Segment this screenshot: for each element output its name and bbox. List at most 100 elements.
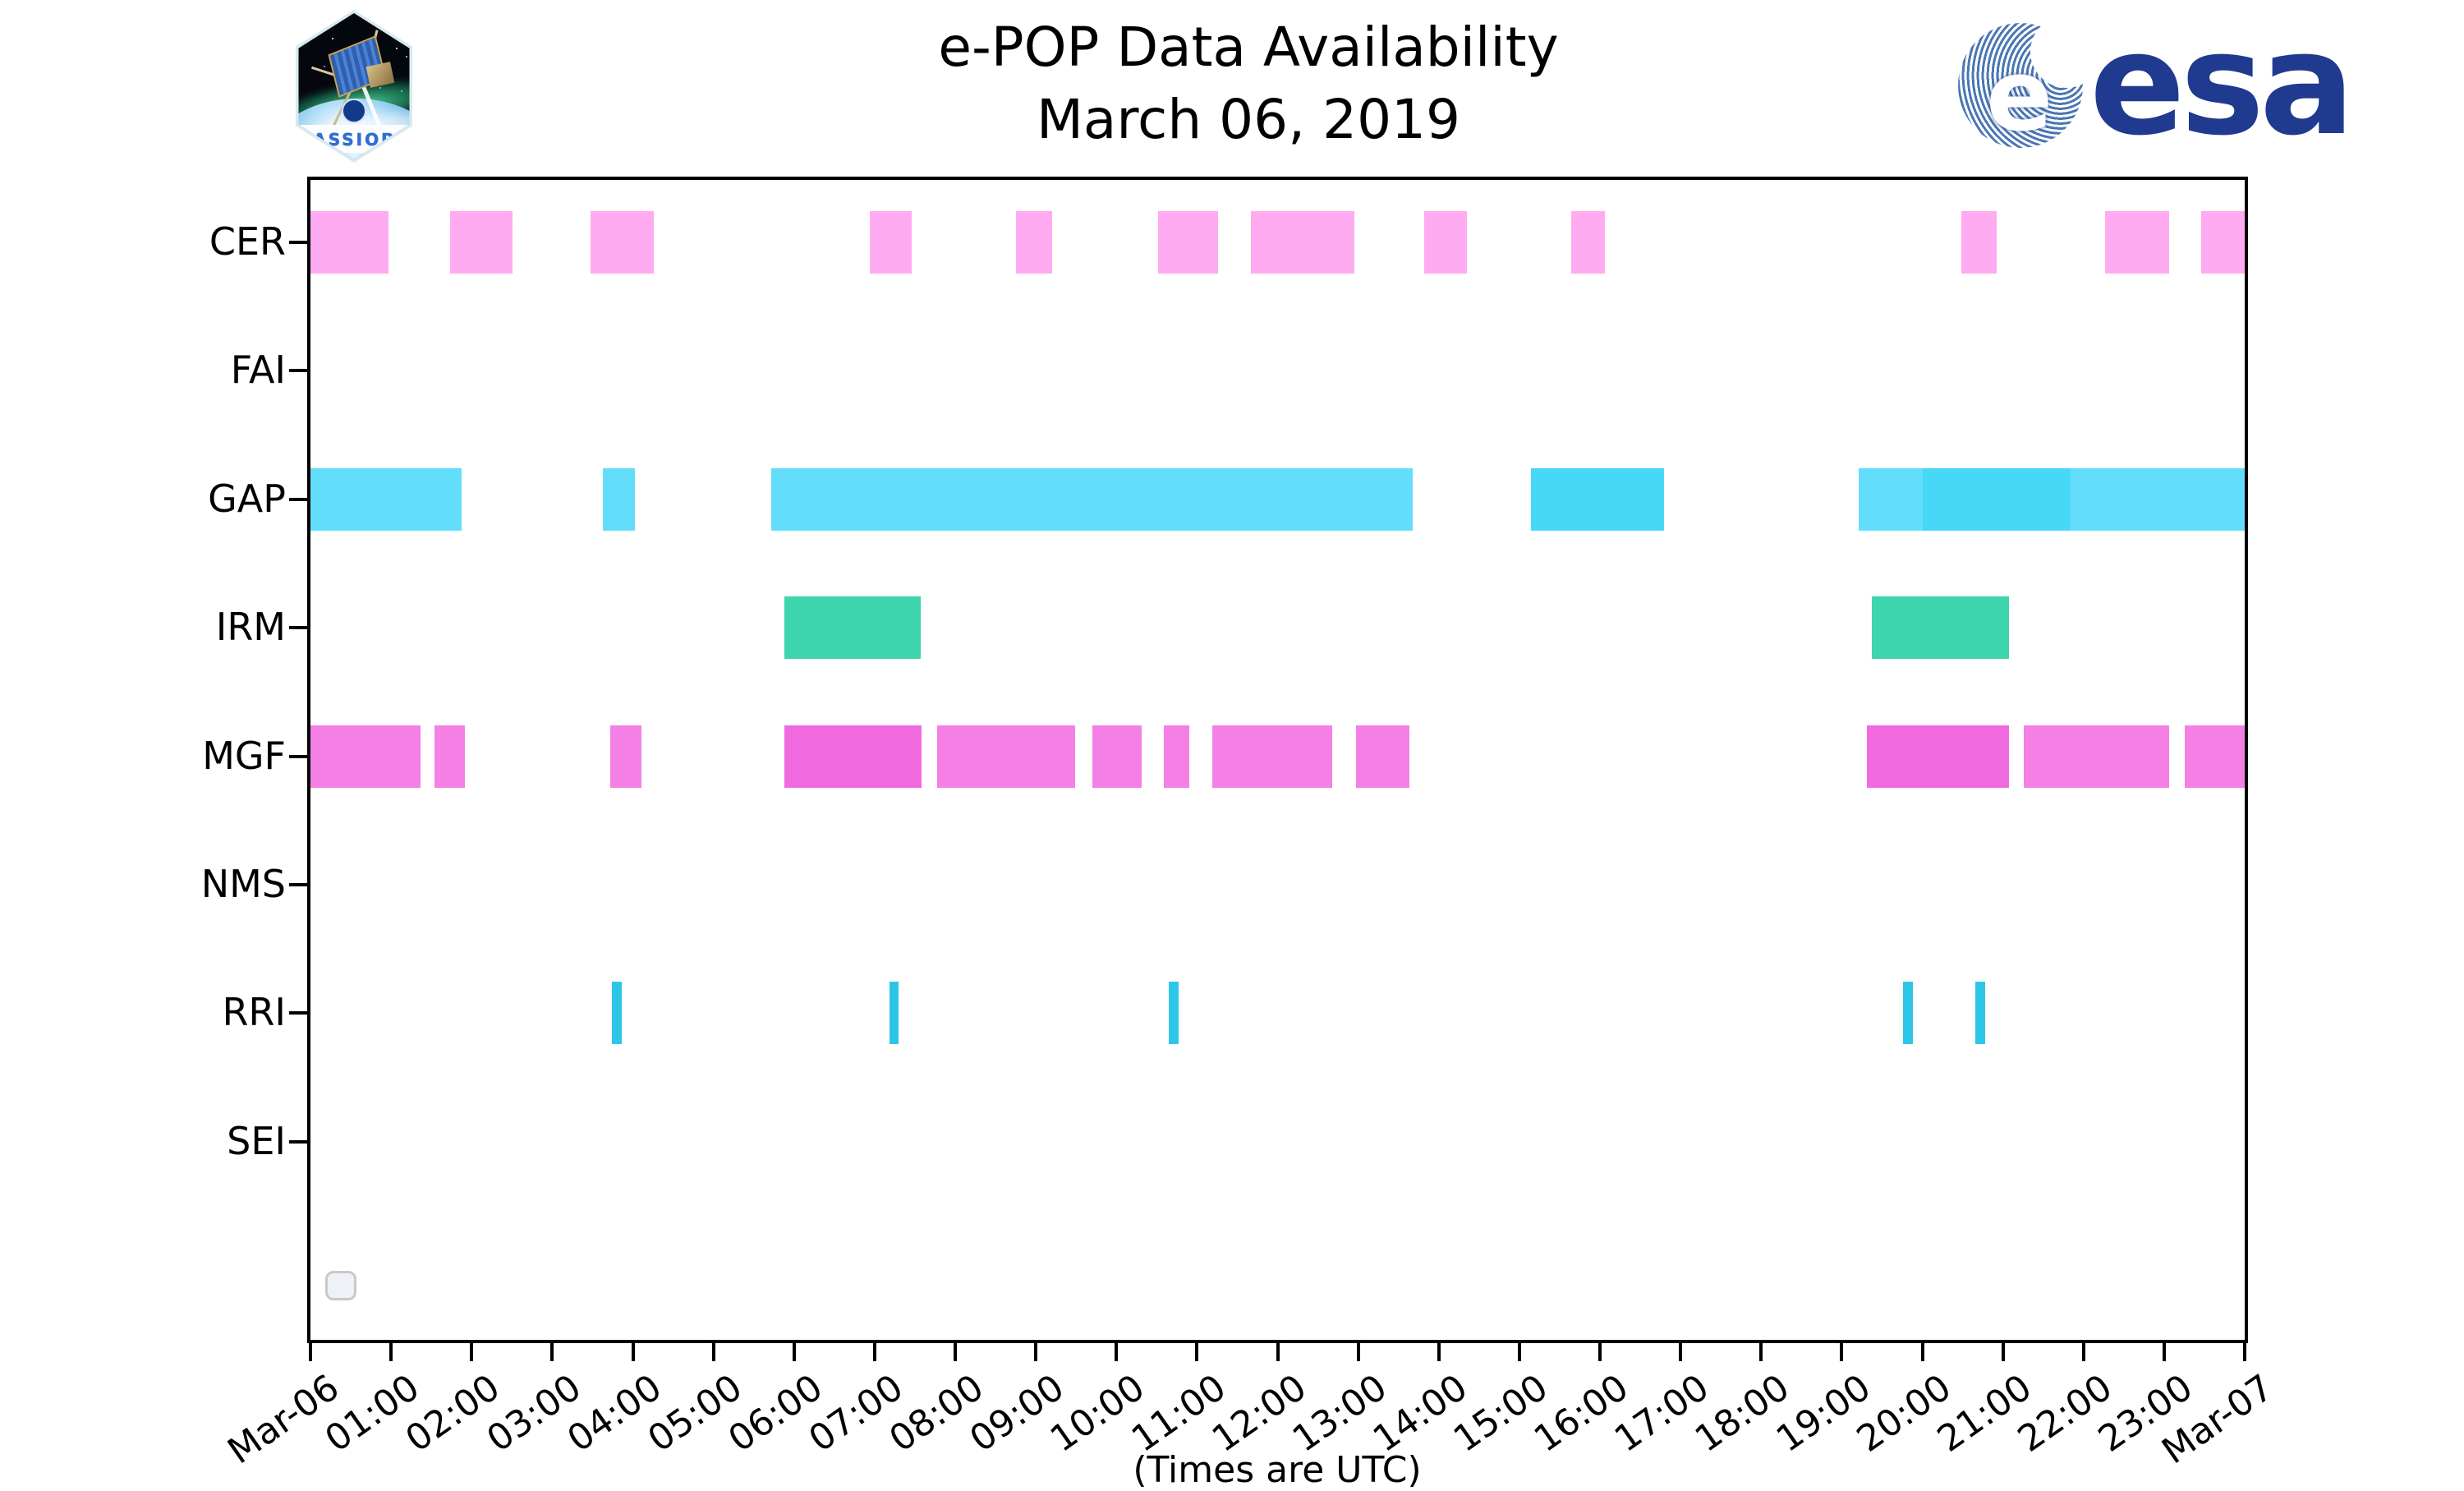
x-axis-tick — [1840, 1343, 1844, 1361]
availability-bar — [784, 596, 921, 660]
x-axis-tick — [1115, 1343, 1119, 1361]
x-tick-label: 01:00 — [318, 1366, 428, 1461]
x-axis-tick — [1437, 1343, 1441, 1361]
x-tick-label: 15:00 — [1446, 1366, 1556, 1461]
y-axis-label: RRI — [222, 990, 287, 1035]
page-title: e-POP Data Availability March 06, 2019 — [938, 12, 1558, 156]
availability-bar — [2024, 725, 2169, 788]
availability-bar — [1355, 725, 1410, 788]
esa-e-glyph: e — [1986, 39, 2053, 154]
x-axis-tick — [309, 1343, 312, 1361]
x-tick-label: 20:00 — [1849, 1366, 1959, 1461]
availability-bar — [1015, 211, 1052, 274]
mission-crest-icon — [342, 99, 366, 123]
availability-bar — [889, 982, 899, 1045]
x-axis-tick — [711, 1343, 715, 1361]
x-axis-tick — [2081, 1343, 2085, 1361]
x-tick-label: 03:00 — [479, 1366, 589, 1461]
x-tick-label: 19:00 — [1768, 1366, 1878, 1461]
availability-bar — [1158, 211, 1218, 274]
x-axis-tick — [389, 1343, 393, 1361]
availability-bar — [1866, 725, 2010, 788]
availability-bar — [611, 982, 622, 1045]
x-tick-label: 12:00 — [1204, 1366, 1314, 1461]
y-axis-tick — [289, 754, 307, 758]
availability-bar — [603, 467, 636, 531]
chart-date-subtitle: March 06, 2019 — [1036, 88, 1461, 151]
y-axis-tick — [289, 369, 307, 373]
x-axis-tick — [954, 1343, 957, 1361]
y-axis-tick — [289, 241, 307, 244]
y-axis-label: GAP — [208, 476, 286, 521]
availability-bar — [1858, 467, 1924, 531]
x-axis-tick — [550, 1343, 554, 1361]
x-axis-tick — [1195, 1343, 1199, 1361]
availability-bar — [1923, 467, 2071, 531]
esa-wordmark: esa — [2089, 2, 2355, 167]
x-tick-label: 04:00 — [559, 1366, 669, 1461]
y-axis-label: SEI — [227, 1118, 286, 1163]
x-tick-label: 18:00 — [1688, 1366, 1798, 1461]
availability-bar — [1902, 982, 1913, 1045]
x-tick-label: 09:00 — [963, 1366, 1073, 1461]
y-axis-tick — [289, 1011, 307, 1015]
cassiope-logo: CASSIOPE — [289, 10, 419, 163]
availability-bar — [1251, 211, 1354, 274]
availability-bar — [2071, 467, 2245, 531]
x-axis-tick — [1598, 1343, 1602, 1361]
availability-bar — [771, 467, 1414, 531]
x-axis-tick — [2001, 1343, 2005, 1361]
availability-bar — [1570, 211, 1605, 274]
x-axis-tick — [470, 1343, 474, 1361]
availability-bar — [2185, 725, 2245, 788]
x-axis-tick — [1759, 1343, 1763, 1361]
legend-box — [325, 1271, 356, 1300]
availability-bar — [310, 467, 462, 531]
x-axis-tick — [2243, 1343, 2246, 1361]
y-axis-tick — [289, 626, 307, 630]
y-axis-label: FAI — [230, 347, 286, 393]
x-tick-label: 13:00 — [1285, 1366, 1395, 1461]
availability-bar — [1092, 725, 1142, 788]
x-axis-tick — [1920, 1343, 1924, 1361]
availability-bar — [610, 725, 642, 788]
y-axis-label: NMS — [200, 862, 286, 906]
x-axis-tick — [1679, 1343, 1683, 1361]
x-tick-label: 10:00 — [1043, 1366, 1153, 1461]
availability-bar — [449, 211, 513, 274]
y-axis-label: CER — [209, 219, 286, 264]
y-axis-tick — [289, 883, 307, 886]
availability-bar — [434, 725, 466, 788]
x-axis-tick — [1276, 1343, 1280, 1361]
availability-bar — [2201, 211, 2245, 274]
availability-bar — [310, 725, 421, 788]
availability-bar — [1212, 725, 1333, 788]
esa-logo: e esa — [1958, 2, 2355, 167]
x-axis-tick — [872, 1343, 876, 1361]
availability-bar — [1424, 211, 1468, 274]
y-axis-tick — [289, 1139, 307, 1144]
availability-bar — [591, 211, 654, 274]
availability-bar — [1961, 211, 1997, 274]
y-axis-label: MGF — [202, 733, 286, 778]
x-axis-tick — [1034, 1343, 1038, 1361]
availability-bar — [1164, 725, 1189, 788]
x-axis-tick — [631, 1343, 635, 1361]
availability-bar — [2105, 211, 2169, 274]
x-axis-tick — [1517, 1343, 1521, 1361]
x-tick-label: 07:00 — [801, 1366, 911, 1461]
esa-globe-icon — [1958, 15, 2103, 148]
availability-bar — [937, 725, 1076, 788]
patch-background: CASSIOPE — [298, 13, 410, 159]
x-tick-label: 21:00 — [1929, 1366, 2039, 1461]
x-tick-label: 14:00 — [1365, 1366, 1475, 1461]
x-tick-label: 17:00 — [1607, 1366, 1717, 1461]
availability-bar — [869, 211, 912, 274]
x-axis-caption: (Times are UTC) — [1133, 1449, 1422, 1491]
availability-bar — [1530, 467, 1665, 531]
x-tick-label: 05:00 — [640, 1366, 750, 1461]
availability-bar — [1975, 982, 1986, 1045]
x-tick-label: 22:00 — [2010, 1366, 2120, 1461]
x-axis-tick — [792, 1343, 796, 1361]
availability-bar — [1169, 982, 1179, 1045]
